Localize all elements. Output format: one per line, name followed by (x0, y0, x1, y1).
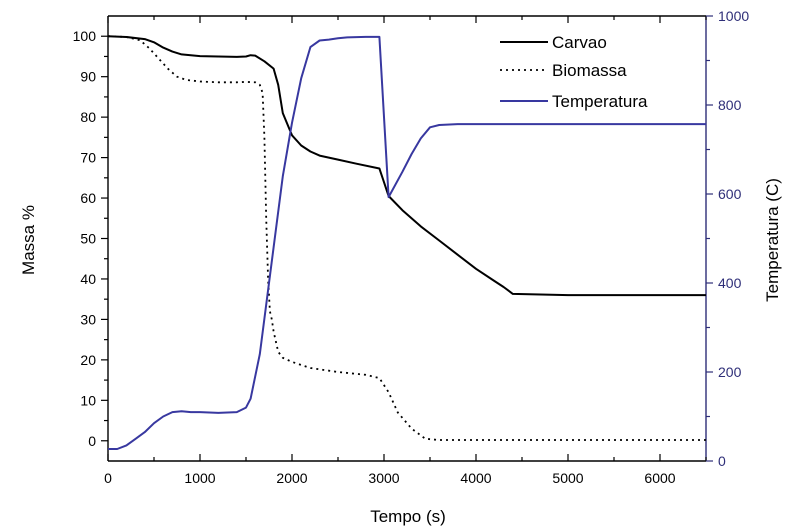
y-left-tick-label: 100 (73, 28, 97, 44)
y-right-axis-label: Temperatura (C) (763, 178, 782, 302)
y-left-tick-label: 60 (80, 190, 96, 206)
y-right-tick-label: 600 (718, 186, 742, 202)
y-right-tick-label: 0 (718, 453, 726, 469)
series-line-carvao (107, 35, 706, 297)
plot-frame (107, 15, 707, 462)
y-left-tick-label: 20 (80, 352, 96, 368)
y-left-tick-label: 10 (80, 392, 96, 408)
y-right-axis-ticks: 0 200 400 600 800 1000 (706, 8, 749, 469)
y-right-tick-label: 400 (718, 275, 742, 291)
y-left-tick-label: 30 (80, 311, 96, 327)
y-left-axis-label: Massa % (19, 205, 38, 275)
x-tick-label: 2000 (276, 470, 307, 486)
x-tick-label: 0 (104, 470, 112, 486)
x-tick-label: 5000 (552, 470, 583, 486)
y-left-tick-label: 80 (80, 109, 96, 125)
series-line-temperatura (108, 35, 706, 450)
y-right-tick-label: 800 (718, 97, 742, 113)
y-left-tick-label: 90 (80, 69, 96, 85)
x-tick-label: 1000 (184, 470, 215, 486)
legend: Carvao Biomassa Temperatura (500, 33, 648, 111)
y-right-tick-label: 200 (718, 364, 742, 380)
legend-label-biomassa: Biomassa (552, 61, 627, 80)
series-layer (107, 35, 706, 450)
legend-label-carvao: Carvao (552, 33, 607, 52)
x-axis-ticks: 0 1000 2000 3000 4000 5000 6000 (104, 16, 707, 486)
y-left-axis-ticks: 0 10 20 30 40 50 60 70 80 90 100 (73, 28, 108, 449)
y-right-tick-label: 1000 (718, 8, 749, 24)
y-left-tick-label: 70 (80, 150, 96, 166)
y-left-tick-label: 40 (80, 271, 96, 287)
x-axis-label: Tempo (s) (370, 507, 446, 526)
x-tick-label: 4000 (460, 470, 491, 486)
y-left-tick-label: 50 (80, 231, 96, 247)
y-left-tick-label: 0 (88, 433, 96, 449)
x-tick-label: 3000 (368, 470, 399, 486)
series-line-biomassa (107, 35, 706, 441)
x-tick-label: 6000 (644, 470, 675, 486)
legend-label-temperatura: Temperatura (552, 92, 648, 111)
